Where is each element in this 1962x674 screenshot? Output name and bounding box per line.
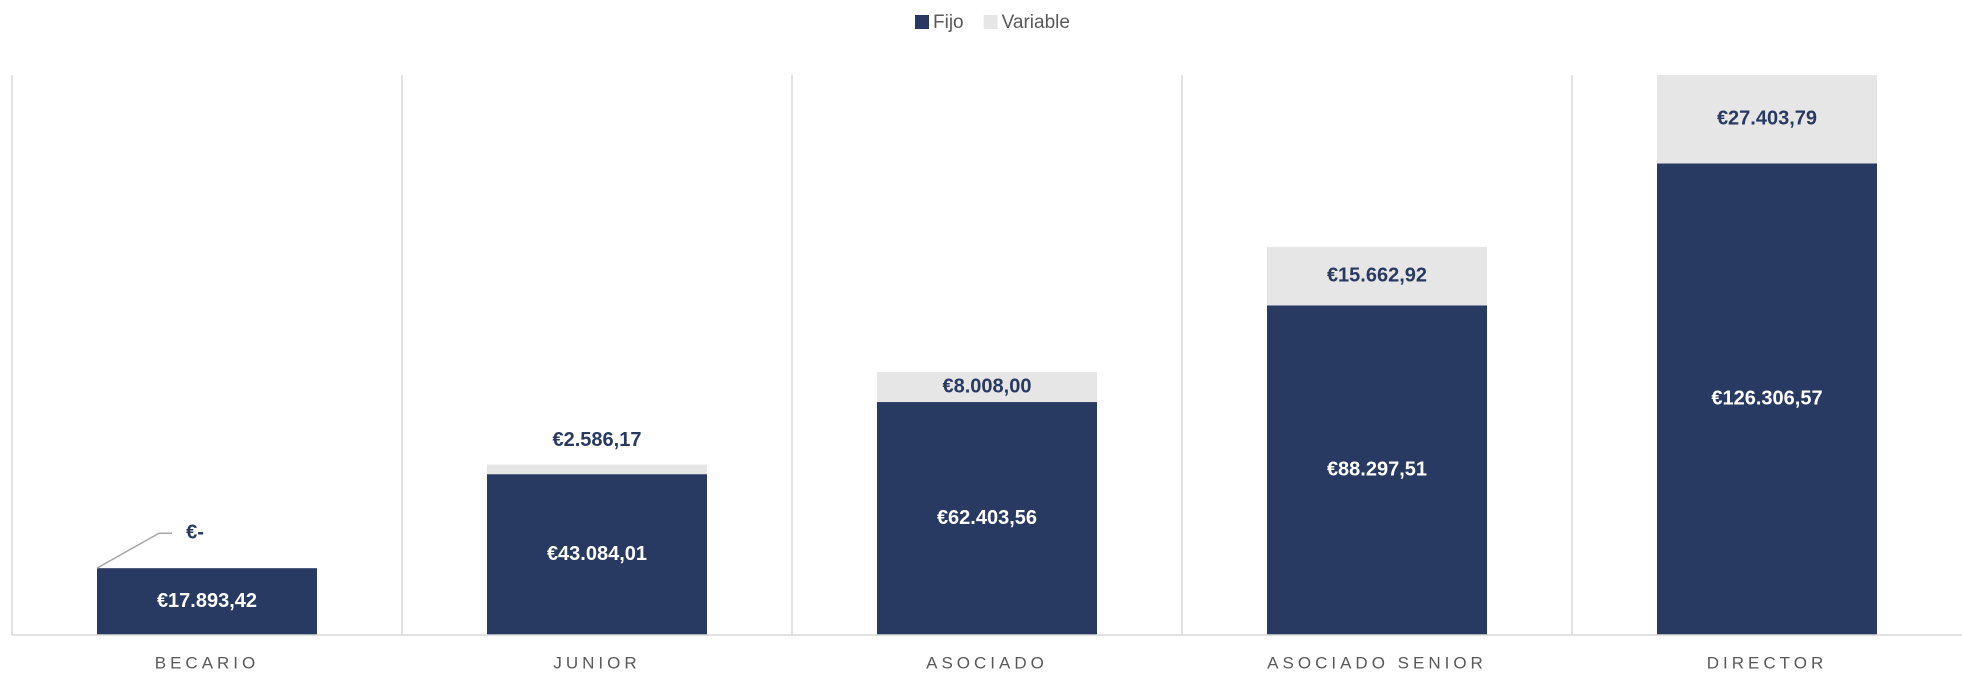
bar-segment bbox=[1267, 305, 1487, 635]
bar-segment bbox=[1267, 246, 1487, 306]
plot-area bbox=[97, 75, 1877, 635]
legend-label: Variable bbox=[1002, 12, 1070, 33]
value-label: €126.306,57 bbox=[1711, 388, 1822, 410]
legend-swatch bbox=[983, 15, 998, 29]
x-tick-label: BECARIO bbox=[155, 653, 260, 672]
x-tick-label: JUNIOR bbox=[553, 653, 640, 672]
value-label: €- bbox=[186, 521, 204, 543]
x-tick-label: DIRECTOR bbox=[1707, 653, 1827, 672]
bar-segment bbox=[877, 372, 1097, 403]
bar-segment bbox=[1657, 75, 1877, 164]
bar-segment bbox=[877, 402, 1097, 635]
value-label: €15.662,92 bbox=[1327, 264, 1427, 286]
value-label: €17.893,42 bbox=[157, 590, 257, 612]
x-tick-label: ASOCIADO bbox=[926, 653, 1048, 672]
value-label: €27.403,79 bbox=[1717, 108, 1817, 130]
bar-segment bbox=[487, 474, 707, 635]
bar-segment bbox=[487, 464, 707, 475]
legend-swatch bbox=[915, 15, 929, 29]
value-label: €2.586,17 bbox=[553, 429, 642, 451]
bar-segment bbox=[1657, 163, 1877, 635]
leader-line bbox=[96, 532, 172, 569]
legend-label: Fijo bbox=[933, 12, 964, 33]
value-label: €43.084,01 bbox=[547, 543, 647, 565]
bar-segment bbox=[97, 568, 317, 635]
value-label: €8.008,00 bbox=[943, 375, 1032, 397]
value-label: €88.297,51 bbox=[1327, 458, 1427, 480]
value-label: €62.403,56 bbox=[937, 507, 1037, 529]
x-tick-label: ASOCIADO SENIOR bbox=[1267, 653, 1487, 672]
